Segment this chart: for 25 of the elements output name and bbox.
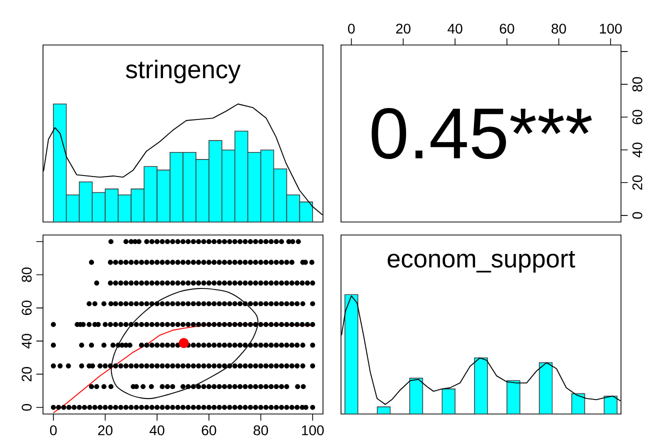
y-tick-label: 80 [632, 77, 642, 92]
y-tick-label: 80 [22, 268, 32, 282]
y-tick-label: 0 [22, 404, 32, 411]
y-tick-label: 20 [632, 175, 642, 190]
x-tick-label: 20 [396, 24, 410, 34]
x-tick-label: 0 [50, 425, 57, 436]
y-tick-label: 0 [632, 212, 642, 219]
x-tick-label: 60 [500, 24, 514, 34]
annotation: 0.45*** [372, 108, 592, 159]
chart-title: econom_support [388, 251, 576, 273]
x-tick-label: 40 [448, 24, 462, 34]
y-tick-label: 20 [22, 366, 32, 382]
y-tick-label: 40 [22, 334, 32, 349]
x-tick-label: 40 [150, 425, 164, 436]
y-tick-label: 40 [632, 142, 642, 158]
x-tick-label: 60 [202, 425, 216, 436]
x-tick-label: 100 [302, 425, 324, 436]
x-tick-label: 100 [600, 24, 622, 34]
y-tick-label: 60 [22, 300, 32, 315]
chart-title: stringency [126, 60, 241, 84]
x-tick-label: 0 [348, 24, 355, 34]
x-tick-label: 80 [254, 425, 268, 436]
x-tick-label: 80 [552, 24, 566, 34]
y-tick-label: 60 [632, 110, 642, 124]
x-tick-label: 20 [98, 425, 112, 436]
